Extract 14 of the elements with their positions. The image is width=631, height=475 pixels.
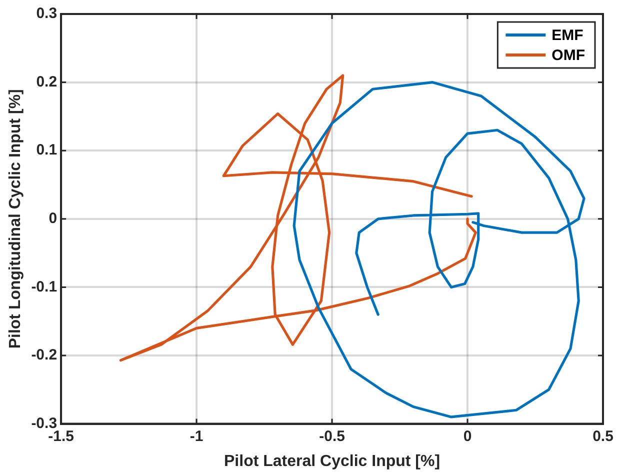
x-tick-label: 0 bbox=[463, 428, 472, 445]
x-tick-label: 0.5 bbox=[592, 428, 614, 445]
x-tick-label: -1 bbox=[190, 428, 204, 445]
legend-label: OMF bbox=[552, 47, 586, 64]
y-tick-label: -0.2 bbox=[31, 346, 58, 364]
x-axis-title: Pilot Lateral Cyclic Input [%] bbox=[224, 452, 440, 470]
y-tick-label: -0.1 bbox=[31, 278, 58, 296]
x-tick-label: -0.5 bbox=[319, 428, 345, 445]
y-tick-label: 0.1 bbox=[36, 142, 58, 159]
y-tick-label: 0.2 bbox=[36, 73, 58, 90]
y-tick-label: 0 bbox=[48, 210, 58, 228]
y-axis-title: Pilot Longitudinal Cyclic Input [%] bbox=[7, 89, 24, 349]
legend-label: EMF bbox=[552, 27, 584, 44]
y-tick-label: 0.3 bbox=[36, 5, 58, 22]
